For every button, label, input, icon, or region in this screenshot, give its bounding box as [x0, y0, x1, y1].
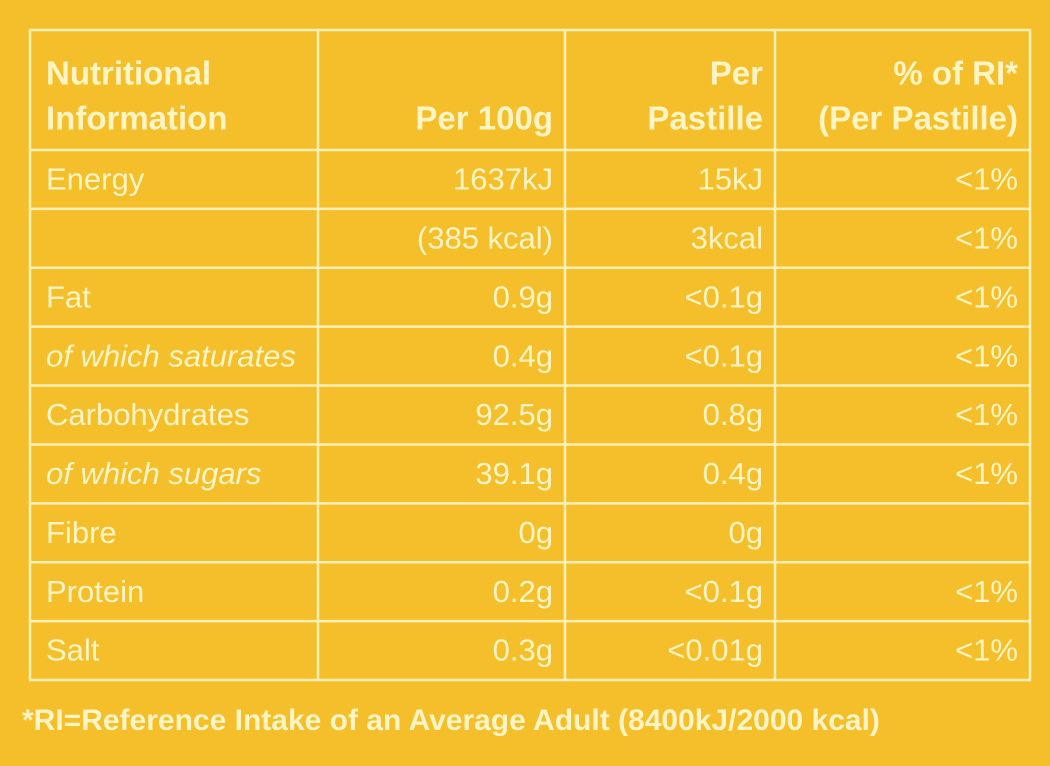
- value-cell: <1%: [955, 338, 1018, 373]
- value-cell: <1%: [955, 162, 1018, 197]
- row-label: Carbohydrates: [46, 397, 249, 432]
- value-cell: <1%: [955, 397, 1018, 432]
- value-cell: <1%: [955, 456, 1018, 491]
- value-cell: <0.01g: [667, 633, 763, 668]
- header-cell: Per 100g: [415, 100, 553, 137]
- row-label: of which sugars: [46, 456, 261, 491]
- value-cell: <1%: [955, 574, 1018, 609]
- value-cell: 0.9g: [493, 279, 553, 314]
- row-label: Fat: [46, 279, 91, 314]
- value-cell: 0.3g: [493, 633, 553, 668]
- value-cell: 92.5g: [475, 397, 553, 432]
- value-cell: <1%: [955, 633, 1018, 668]
- row-label: Fibre: [46, 515, 117, 550]
- row-label: Energy: [46, 162, 145, 197]
- header-cell: Pastille: [647, 100, 763, 137]
- header-cell: Nutritional: [46, 55, 211, 92]
- value-cell: 3kcal: [691, 221, 763, 256]
- value-cell: 1637kJ: [453, 162, 553, 197]
- value-cell: 0.4g: [493, 338, 553, 373]
- header-cell: % of RI*: [893, 55, 1018, 92]
- value-cell: 39.1g: [475, 456, 553, 491]
- value-cell: 0.4g: [703, 456, 763, 491]
- header-cell: Information: [46, 100, 227, 137]
- footnote: *RI=Reference Intake of an Average Adult…: [22, 704, 880, 737]
- value-cell: 0g: [729, 515, 763, 550]
- table-border: [28, 28, 1032, 682]
- row-label: of which saturates: [46, 338, 296, 373]
- value-cell: 15kJ: [698, 162, 763, 197]
- value-cell: (385 kcal): [417, 221, 553, 256]
- value-cell: <1%: [955, 279, 1018, 314]
- header-cell: (Per Pastille): [818, 100, 1018, 137]
- value-cell: 0g: [519, 515, 553, 550]
- value-cell: <1%: [955, 221, 1018, 256]
- value-cell: <0.1g: [685, 338, 763, 373]
- header-cell: Per: [710, 55, 763, 92]
- row-label: Salt: [46, 633, 100, 668]
- value-cell: 0.2g: [493, 574, 553, 609]
- value-cell: <0.1g: [685, 574, 763, 609]
- value-cell: 0.8g: [703, 397, 763, 432]
- value-cell: <0.1g: [685, 279, 763, 314]
- row-label: Protein: [46, 574, 144, 609]
